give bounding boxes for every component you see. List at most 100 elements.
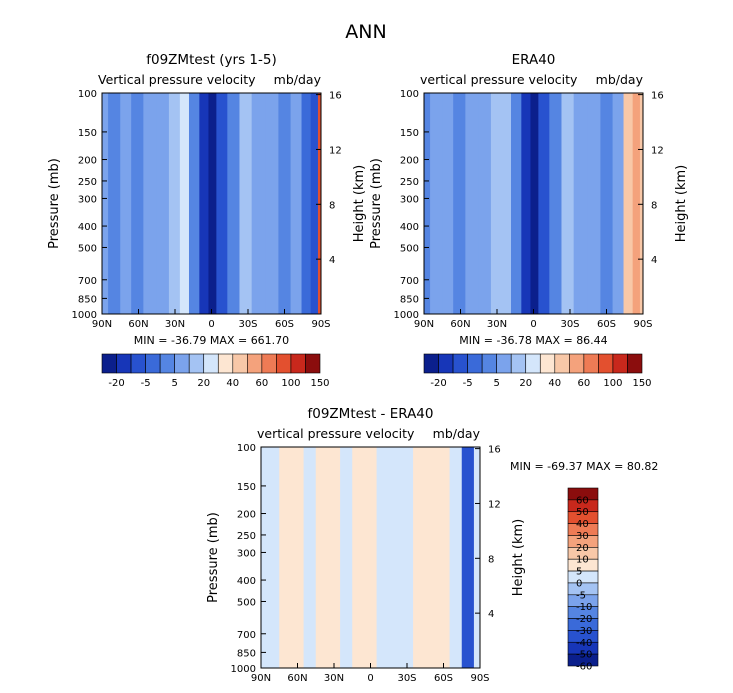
colorbar-label: 20	[576, 543, 589, 554]
y-tick-label: 250	[400, 177, 419, 188]
colorbar-label: 5	[493, 378, 499, 389]
data-cell	[587, 93, 601, 314]
colorbar-swatch	[438, 353, 454, 374]
y-tick-label: 150	[78, 128, 97, 139]
data-cell	[156, 93, 170, 314]
y-axis-label: Pressure (mb)	[47, 158, 62, 249]
colorbar-label: -50	[576, 650, 592, 661]
y-tick-label: 250	[78, 177, 97, 188]
data-cell	[413, 447, 426, 668]
colorbar-label: 150	[310, 378, 329, 389]
data-cell	[364, 447, 378, 668]
data-cell	[510, 93, 522, 314]
colorbar-label: 50	[576, 507, 589, 518]
y-tick-label: 850	[237, 648, 256, 659]
colorbar-swatch	[116, 353, 132, 374]
data-cell	[442, 93, 454, 314]
y-tick-label: 500	[78, 243, 97, 254]
data-cell	[623, 93, 634, 314]
y-tick-label: 700	[400, 276, 419, 287]
data-cell	[561, 93, 575, 314]
panel-observations: ERA40 vertical pressure velocity mb/day 100…	[369, 52, 689, 389]
x-tick-label: 30N	[324, 673, 344, 684]
colorbar-swatch	[452, 353, 468, 374]
data-cell	[573, 93, 588, 314]
y-tick-label: 250	[237, 531, 256, 542]
data-cell	[612, 93, 625, 314]
colorbar-swatch	[567, 570, 599, 584]
colorbar-label: -5	[576, 590, 586, 601]
y-tick-label: 300	[237, 548, 256, 559]
colorbar-label: 100	[603, 378, 622, 389]
colorbar-swatch	[290, 353, 306, 374]
data-cell	[453, 93, 466, 314]
y-tick-label: 400	[78, 222, 97, 233]
data-cell	[400, 447, 414, 668]
colorbar-swatch	[627, 353, 643, 374]
colorbar-label: 10	[576, 555, 589, 566]
panel-subtitle-right: mb/day	[274, 72, 322, 87]
y-right-axis-label: Height (km)	[511, 519, 526, 596]
x-tick-label: 90S	[633, 319, 652, 330]
data-cell	[131, 93, 144, 314]
colorbar: -20 -5 5 20 40 60 100 150	[423, 353, 652, 389]
colorbar-swatch	[276, 353, 292, 374]
data-cell	[267, 447, 280, 668]
data-cell	[461, 447, 475, 668]
x-tick-label: 30N	[165, 319, 185, 330]
colorbar-swatch	[261, 353, 277, 374]
data-cell	[168, 93, 181, 314]
y-right-axis-label: Height (km)	[352, 165, 367, 242]
y-tick-label: 1000	[231, 664, 256, 675]
data-cell	[490, 93, 503, 314]
data-cell	[430, 93, 443, 314]
data-cell	[315, 447, 329, 668]
x-tick-label: 0	[208, 319, 214, 330]
data-cell	[108, 93, 121, 314]
data-cell	[102, 93, 109, 314]
colorbar-swatch	[130, 353, 146, 374]
y-tick-label: 100	[78, 89, 97, 100]
colorbar-label: -30	[576, 626, 592, 637]
data-cell	[632, 93, 641, 314]
colorbar-swatch	[569, 353, 585, 374]
data-cell	[143, 93, 158, 314]
y-tick-label: 1000	[72, 310, 97, 321]
data-cell	[340, 447, 353, 668]
panel-subtitle-left: vertical pressure velocity	[420, 72, 578, 87]
colorbar-swatch	[305, 353, 321, 374]
y-tick-label: 200	[237, 510, 256, 521]
y-axis-label: Pressure (mb)	[369, 158, 384, 249]
y-tick-label: 400	[400, 222, 419, 233]
colorbar-swatch	[174, 353, 190, 374]
data-cell	[216, 93, 228, 314]
x-tick-label: 0	[530, 319, 536, 330]
colorbar-label: 100	[281, 378, 300, 389]
colorbar-swatch	[583, 353, 599, 374]
figure-title: ANN	[345, 21, 386, 43]
stats-text: MIN = -36.78 MAX = 86.44	[459, 334, 607, 347]
colorbar: -20 -5 5 20 40 60 100 150	[101, 353, 330, 389]
colorbar-swatch	[496, 353, 512, 374]
x-tick-label: 90S	[311, 319, 330, 330]
colorbar-swatch	[247, 353, 263, 374]
colorbar-label: -5	[463, 378, 473, 389]
panel-subtitle-left: vertical pressure velocity	[257, 426, 415, 441]
colorbar-label: 30	[576, 531, 589, 542]
y-axis-label: Pressure (mb)	[206, 512, 221, 603]
colorbar-label: -10	[576, 602, 592, 613]
data-cell	[227, 93, 240, 314]
x-tick-label: 90N	[92, 319, 112, 330]
y-right-tick-label: 8	[329, 200, 335, 211]
y-tick-label: 300	[78, 194, 97, 205]
panel-subtitle-left: Vertical pressure velocity	[98, 72, 256, 87]
y-tick-label: 700	[78, 276, 97, 287]
plot-field	[424, 93, 643, 314]
data-cell	[317, 93, 321, 314]
y-tick-label: 200	[400, 156, 419, 167]
data-cell	[303, 447, 317, 668]
colorbar-swatch	[539, 353, 556, 374]
y-tick-label: 500	[400, 243, 419, 254]
colorbar-swatch	[145, 353, 161, 374]
